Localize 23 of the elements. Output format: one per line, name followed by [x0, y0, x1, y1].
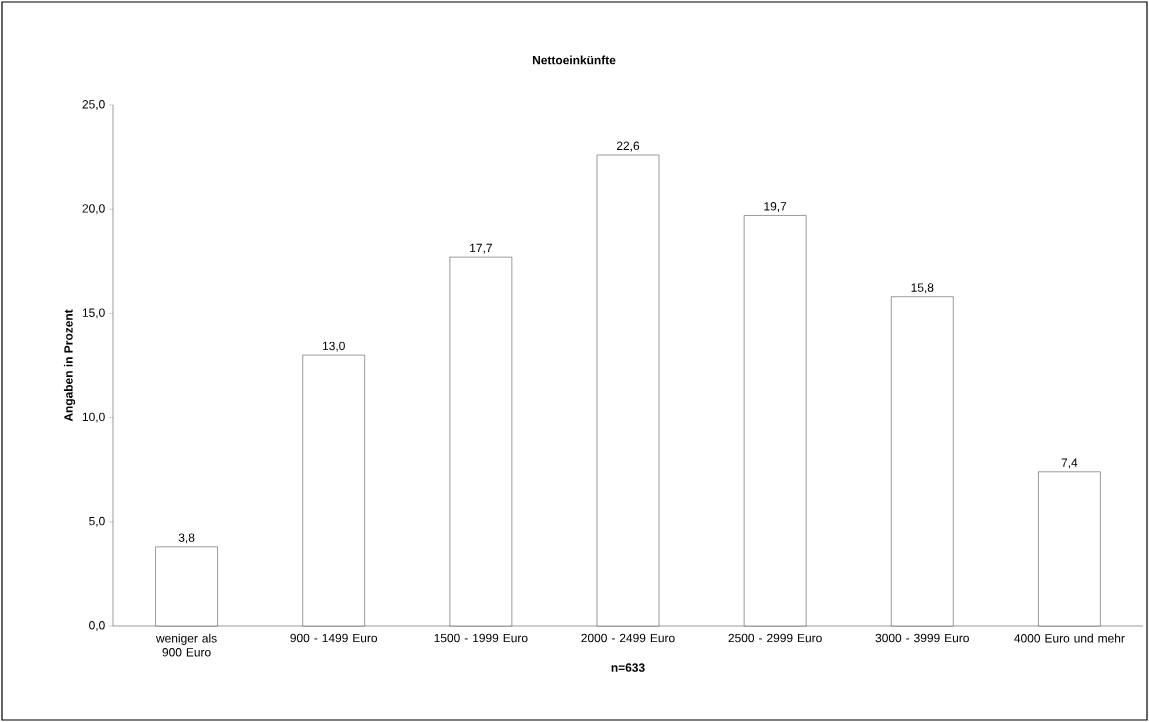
y-tick-label: 0,0 — [89, 621, 105, 631]
x-axis-title: n=633 — [611, 663, 645, 672]
data-label: 19,7 — [764, 202, 787, 212]
data-label: 7,4 — [1061, 458, 1078, 469]
y-tick-label: 25,0 — [82, 100, 105, 110]
y-axis-title: Angaben in Prozent — [63, 309, 76, 422]
data-label: 22,6 — [616, 141, 640, 152]
x-tick-label: weniger als 900 Euro — [155, 633, 217, 657]
data-label: 3,8 — [178, 533, 195, 544]
x-tick-label: 4000 Euro und mehr — [1014, 633, 1125, 643]
data-label: 13,0 — [322, 341, 345, 352]
x-tick-label: 1500 - 1999 Euro — [434, 633, 528, 643]
y-tick-label: 20,0 — [82, 204, 105, 215]
data-label: 17,7 — [470, 243, 492, 254]
y-tick-label: 10,0 — [82, 412, 105, 423]
y-tick-label: 15,0 — [82, 308, 105, 319]
chart-title: Nettoeinkünfte — [532, 55, 616, 65]
y-tick-label: 5,0 — [89, 516, 105, 527]
data-label: 15,8 — [911, 283, 934, 294]
x-tick-label: 2500 - 2999 Euro — [728, 633, 822, 643]
x-tick-label: 3000 - 3999 Euro — [875, 633, 969, 643]
x-tick-label: 2000 - 2499 Euro — [581, 633, 675, 643]
x-tick-label: 900 - 1499 Euro — [290, 633, 378, 643]
